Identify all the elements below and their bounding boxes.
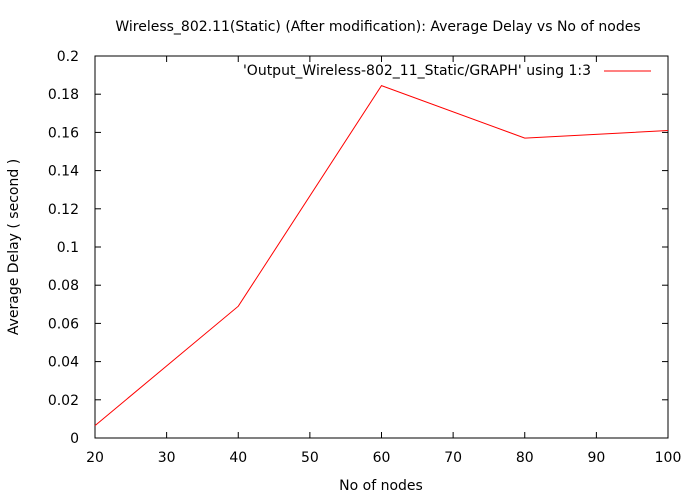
y-tick-label: 0.16 — [48, 125, 79, 141]
y-tick-label: 0.18 — [48, 87, 79, 103]
y-axis-title: Average Delay ( second ) — [6, 159, 22, 335]
x-axis-title: No of nodes — [339, 478, 423, 494]
x-tick-label: 40 — [229, 450, 247, 466]
x-tick-label: 70 — [444, 450, 462, 466]
x-tick-label: 90 — [587, 450, 605, 466]
y-tick-label: 0.04 — [48, 355, 79, 371]
legend: 'Output_Wireless-802_11_Static/GRAPH' us… — [243, 63, 651, 79]
plot-frame — [94, 55, 669, 439]
y-tick-label: 0.14 — [48, 164, 79, 180]
chart-title: Wireless_802.11(Static) (After modificat… — [115, 19, 640, 35]
y-tick-label: 0.1 — [57, 240, 79, 256]
y-tick-label: 0.06 — [48, 316, 79, 332]
y-tick-label: 0 — [70, 431, 79, 447]
x-axis: 20 30 40 50 60 70 80 90 100 — [86, 56, 681, 466]
x-tick-label: 20 — [86, 450, 104, 466]
x-tick-label: 100 — [655, 450, 682, 466]
series-layer — [94, 84, 669, 426]
y-tick-label: 0.08 — [48, 278, 79, 294]
x-tick-label: 60 — [373, 450, 391, 466]
y-axis: 0 0.02 0.04 0.06 0.08 0.1 0.12 0.14 0.16 0.18 0.2 — [48, 49, 668, 447]
legend-label: 'Output_Wireless-802_11_Static/GRAPH' us… — [243, 63, 591, 79]
series-line — [94, 84, 669, 426]
y-tick-label: 0.2 — [57, 49, 79, 65]
x-tick-label: 80 — [516, 450, 534, 466]
y-tick-label: 0.02 — [48, 393, 79, 409]
x-tick-label: 50 — [301, 450, 319, 466]
x-tick-label: 30 — [158, 450, 176, 466]
y-tick-label: 0.12 — [48, 202, 79, 218]
